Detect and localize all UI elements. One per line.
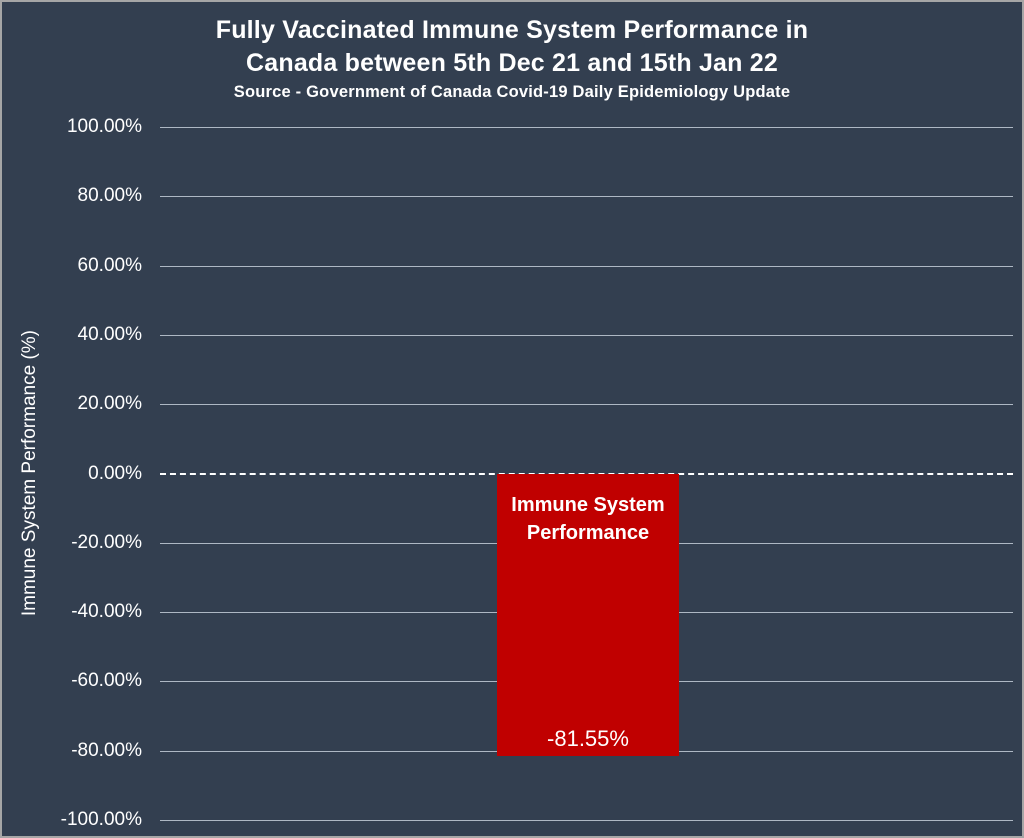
bar-value-label: -81.55% [547,726,629,752]
chart-subtitle: Source - Government of Canada Covid-19 D… [233,83,791,101]
gridline [160,127,1013,128]
y-tick-label: 100.00% [66,116,142,137]
chart-title-line-1: Fully Vaccinated Immune System Performan… [215,16,809,44]
gridline [160,265,1013,267]
gridline [160,404,1013,406]
y-tick-label: 80.00% [77,185,142,207]
gridline [160,820,1013,821]
chart-title-block: Fully Vaccinated Immune System Performan… [2,14,1022,102]
y-tick-label: -80.00% [71,739,142,761]
y-tick-label: 20.00% [77,393,142,415]
bar-series-label: Immune System Performance [511,493,665,544]
y-axis-ticks: 100.00% 80.00% 60.00% 40.00% 20.00% 0.00% -20.… [2,116,142,830]
y-tick-label: -60.00% [71,670,142,692]
y-tick-label: -20.00% [71,531,142,553]
y-tick-label: 0.00% [88,462,142,484]
gridline [160,196,1013,198]
y-tick-label: 60.00% [77,254,142,276]
y-tick-label: 40.00% [77,323,142,345]
chart-title-line-2: Canada between 5th Dec 21 and 15th Jan 2… [245,49,778,77]
y-tick-label: -40.00% [71,601,142,623]
gridline [160,334,1013,336]
y-tick-label: -100.00% [60,809,142,830]
plot-area: Immune System Performance -81.55% [160,127,1013,821]
bar-immune-system-performance: Immune System Performance -81.55% [497,473,679,757]
